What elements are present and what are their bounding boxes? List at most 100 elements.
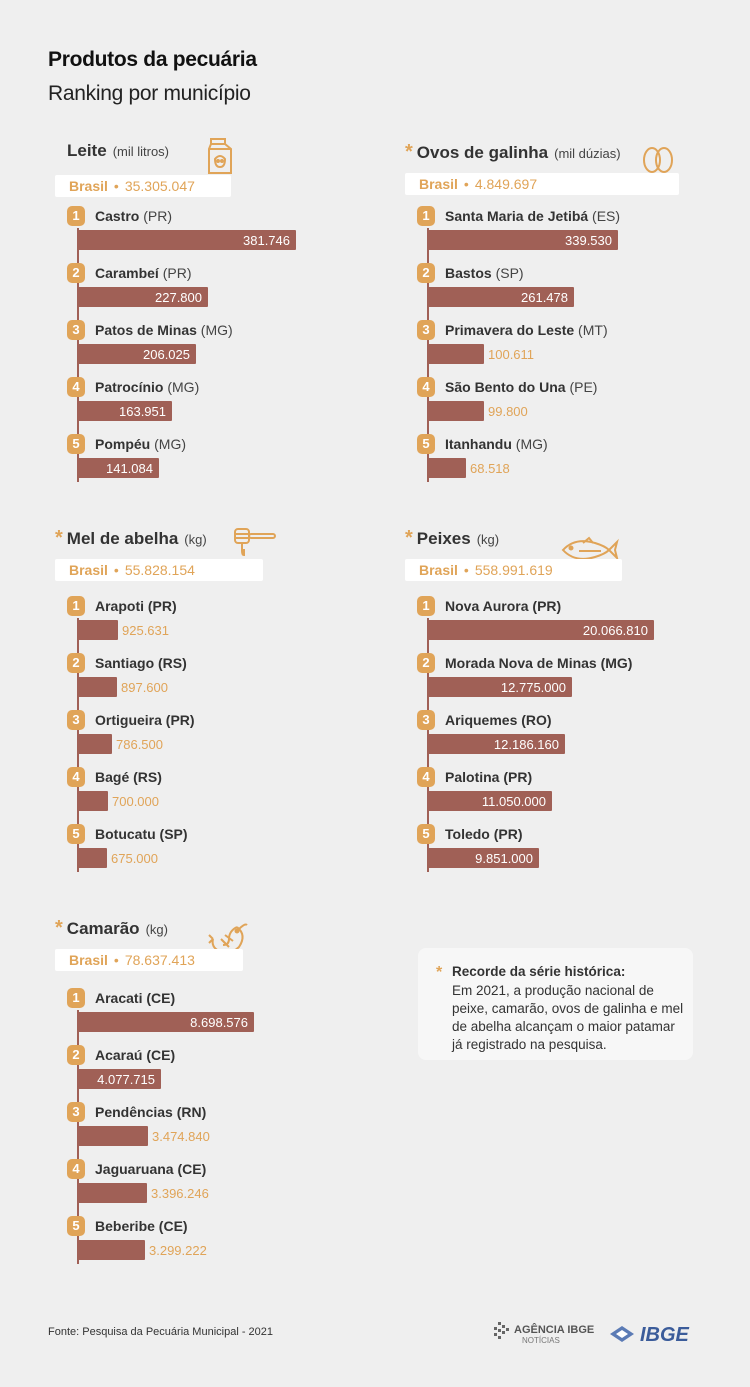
ranking-row: 4 São Bento do Una (PE) 99.800 xyxy=(417,377,747,434)
state-code: (RO) xyxy=(517,712,552,728)
value-bar xyxy=(428,620,654,640)
value-label: 99.800 xyxy=(488,404,528,419)
ranking-row: 1 Santa Maria de Jetibá (ES) 339.530 xyxy=(417,206,747,263)
brasil-total: Brasil • 78.637.413 xyxy=(55,949,243,971)
panel-title-text: Camarão xyxy=(66,919,140,938)
municipality-label: São Bento do Una (PE) xyxy=(445,379,597,395)
rank-badge: 5 xyxy=(67,434,85,454)
rank-badge: 2 xyxy=(417,653,435,673)
municipality-name: Bagé xyxy=(95,769,130,785)
ranking-row: 4 Jaguaruana (CE) 3.396.246 xyxy=(67,1159,397,1216)
ranking-row: 3 Patos de Minas (MG) 206.025 xyxy=(67,320,397,377)
rank-badge: 2 xyxy=(417,263,435,283)
panel-peixes: * Peixes (kg) Brasil • 558.991.619 1 Nova Auror… xyxy=(405,527,735,887)
state-code: (CE) xyxy=(173,1161,207,1177)
fish-icon xyxy=(561,535,619,570)
separator-dot: • xyxy=(463,562,469,578)
value-label: 925.631 xyxy=(122,623,169,638)
panel-unit: (mil dúzias) xyxy=(554,146,621,161)
municipality-name: Ortigueira xyxy=(95,712,162,728)
rank-badge: 3 xyxy=(417,710,435,730)
rank-badge: 1 xyxy=(67,206,85,226)
municipality-label: Pendências (RN) xyxy=(95,1104,206,1120)
agencia-logo-text: AGÊNCIA IBGE xyxy=(514,1323,594,1336)
municipality-label: Acaraú (CE) xyxy=(95,1047,175,1063)
ranking-row: 5 Itanhandu (MG) 68.518 xyxy=(417,434,747,491)
value-bar xyxy=(78,791,108,811)
separator-dot: • xyxy=(463,176,469,192)
municipality-name: Pompéu xyxy=(95,436,151,452)
municipality-label: Santiago (RS) xyxy=(95,655,187,671)
agencia-logo-subtext: NOTÍCIAS xyxy=(522,1336,560,1345)
note-star: * xyxy=(436,964,443,981)
ranking-row: 1 Arapoti (PR) 925.631 xyxy=(67,596,397,653)
municipality-name: Carambeí xyxy=(95,265,159,281)
brasil-total: Brasil • 35.305.047 xyxy=(55,175,231,197)
ranking-row: 4 Palotina (PR) 11.050.000 xyxy=(417,767,747,824)
value-label: 11.050.000 xyxy=(481,794,546,809)
value-bar xyxy=(78,1183,147,1203)
panel-unit: (mil litros) xyxy=(112,144,170,159)
ranking-row: 5 Toledo (PR) 9.851.000 xyxy=(417,824,747,881)
brasil-label: Brasil xyxy=(419,562,458,578)
brasil-label: Brasil xyxy=(419,176,458,192)
value-bar xyxy=(428,287,574,307)
value-label: 786.500 xyxy=(116,737,163,752)
ranking-row: 1 Aracati (CE) 8.698.576 xyxy=(67,988,397,1045)
ranking-row: 3 Pendências (RN) 3.474.840 xyxy=(67,1102,397,1159)
ranking-row: 5 Botucatu (SP) 675.000 xyxy=(67,824,397,881)
value-bar xyxy=(78,1069,161,1089)
ranking-row: 5 Pompéu (MG) 141.084 xyxy=(67,434,397,491)
municipality-name: Ariquemes xyxy=(445,712,518,728)
rank-badge: 2 xyxy=(67,653,85,673)
state-code: (MG) xyxy=(150,436,186,452)
value-bar xyxy=(78,677,117,697)
ibge-logo: IBGE xyxy=(608,1322,704,1351)
panel-title: * Peixes (kg) xyxy=(405,527,499,550)
brasil-value: 78.637.413 xyxy=(124,952,195,968)
municipality-label: Itanhandu (MG) xyxy=(445,436,548,452)
ranking-row: 2 Acaraú (CE) 4.077.715 xyxy=(67,1045,397,1102)
rank-badge: 2 xyxy=(67,1045,85,1065)
value-label: 20.066.810 xyxy=(582,623,648,638)
rank-badge: 4 xyxy=(67,1159,85,1179)
municipality-name: Toledo xyxy=(445,826,490,842)
state-code: (MT) xyxy=(574,322,608,338)
state-code: (CE) xyxy=(142,990,176,1006)
state-code: (PR) xyxy=(499,769,533,785)
panel-mel-de-abelha: * Mel de abelha (kg) Brasil • 55.828.154 1 Arap… xyxy=(55,527,385,887)
state-code: (RS) xyxy=(129,769,162,785)
ranking-row: 1 Castro (PR) 381.746 xyxy=(67,206,397,263)
panel-camar-o: * Camarão (kg) Brasil • 78.637.413 1 Aracati (C… xyxy=(55,917,385,1277)
ibge-logo-text: IBGE xyxy=(640,1324,690,1346)
ranking-row: 3 Ortigueira (PR) 786.500 xyxy=(67,710,397,767)
value-bar xyxy=(78,1240,145,1260)
page-title: Produtos da pecuária xyxy=(48,48,257,71)
panel-title-text: Mel de abelha xyxy=(66,529,179,548)
state-code: (CE) xyxy=(142,1047,176,1063)
state-code: (PR) xyxy=(158,265,192,281)
state-code: (PR) xyxy=(144,598,177,614)
state-code: (RS) xyxy=(154,655,187,671)
panel-title: * Mel de abelha (kg) xyxy=(55,527,207,550)
state-code: (ES) xyxy=(588,208,621,224)
value-label: 261.478 xyxy=(521,290,568,305)
rank-badge: 3 xyxy=(67,710,85,730)
record-star: * xyxy=(405,141,413,163)
ranking-row: 2 Carambeí (PR) 227.800 xyxy=(67,263,397,320)
brasil-total: Brasil • 55.828.154 xyxy=(55,559,263,581)
brasil-label: Brasil xyxy=(69,178,108,194)
municipality-label: Carambeí (PR) xyxy=(95,265,191,281)
value-label: 12.775.000 xyxy=(500,680,566,695)
eggs-icon xyxy=(641,143,675,180)
value-bar xyxy=(78,344,196,364)
agencia-ibge-logo: AGÊNCIA IBGE NOTÍCIAS xyxy=(492,1320,596,1351)
state-code: (SP) xyxy=(155,826,188,842)
record-star: * xyxy=(55,917,63,939)
value-label: 9.851.000 xyxy=(475,851,533,866)
ranking-row: 4 Patrocínio (MG) 163.951 xyxy=(67,377,397,434)
rank-badge: 5 xyxy=(417,434,435,454)
municipality-name: Acaraú xyxy=(95,1047,143,1063)
rank-badge: 5 xyxy=(67,1216,85,1236)
municipality-name: Primavera do Leste xyxy=(445,322,575,338)
